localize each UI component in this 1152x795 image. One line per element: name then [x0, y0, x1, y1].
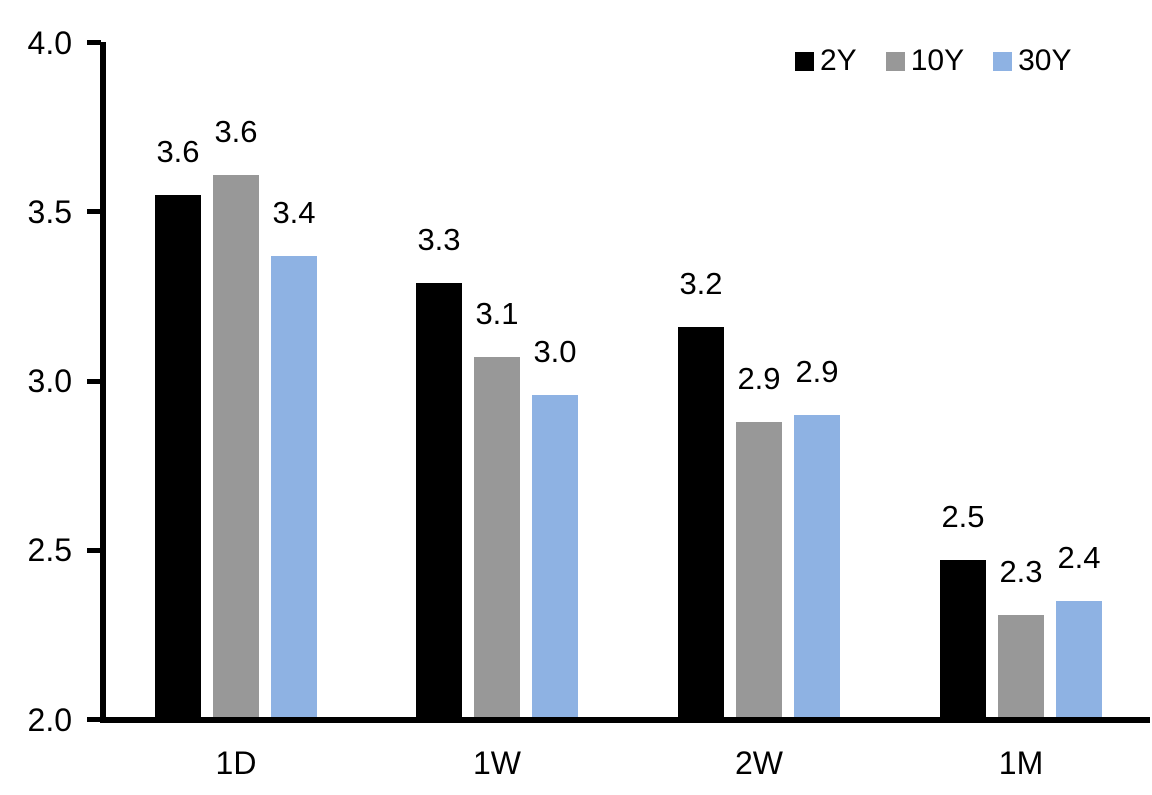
bar-10y-1d — [213, 174, 259, 717]
bar-value-label: 3.0 — [533, 333, 577, 369]
y-axis-line — [100, 42, 106, 723]
x-category-label-1m: 1M — [998, 745, 1044, 781]
bar-value-label: 2.3 — [999, 553, 1043, 589]
bar-value-label: 2.5 — [941, 499, 985, 535]
bar-value-label: 3.6 — [214, 113, 258, 149]
bar-10y-1w — [474, 357, 520, 717]
bar-2y-1w — [416, 282, 462, 717]
y-tick-label: 4.0 — [27, 24, 72, 61]
y-tick-label: 3.0 — [27, 363, 72, 399]
bar-value-label: 3.2 — [679, 265, 723, 301]
x-axis-line — [100, 717, 1150, 723]
bar-2y-1d — [155, 194, 201, 717]
legend: 2Y 10Y 30Y — [795, 46, 1071, 76]
y-tick-mark — [87, 378, 101, 384]
bar-value-label: 2.9 — [737, 360, 781, 396]
y-tick-mark — [87, 209, 101, 215]
legend-label: 10Y — [910, 44, 965, 77]
bar-30y-2w — [794, 414, 840, 717]
x-category-label-1d: 1D — [215, 745, 257, 781]
y-tick-mark — [87, 547, 101, 553]
bar-30y-1m — [1056, 601, 1102, 717]
bar-value-label: 2.9 — [795, 353, 839, 389]
legend-color-swatch-icon — [795, 51, 814, 71]
bar-value-label: 3.6 — [156, 133, 200, 169]
bar-2y-1m — [940, 560, 986, 717]
bar-30y-1d — [271, 255, 317, 717]
y-tick-label: 2.5 — [27, 532, 72, 569]
bar-2y-2w — [678, 326, 724, 717]
x-category-label-1w: 1W — [473, 745, 521, 781]
legend-label: 2Y — [820, 44, 857, 77]
bar-value-label: 3.3 — [417, 221, 461, 257]
legend-color-swatch-icon — [993, 51, 1013, 71]
y-tick-mark — [87, 40, 101, 45]
bar-value-label: 2.4 — [1057, 540, 1101, 576]
bar-value-label: 3.1 — [475, 296, 519, 332]
y-tick-mark — [87, 717, 101, 722]
legend-color-swatch-icon — [885, 51, 905, 71]
bar-value-label: 3.4 — [272, 194, 316, 230]
bar-10y-1m — [998, 614, 1044, 717]
x-category-label-2w: 2W — [735, 745, 783, 781]
bar-30y-1w — [532, 394, 578, 717]
y-tick-label: 3.5 — [27, 193, 72, 230]
legend-item-2y: 2Y — [795, 46, 857, 76]
legend-item-10y: 10Y — [885, 44, 965, 77]
y-tick-label: 2.0 — [27, 701, 72, 738]
bar-10y-2w — [736, 421, 782, 717]
legend-item-30y: 30Y — [993, 46, 1071, 76]
legend-label: 30Y — [1018, 44, 1072, 77]
